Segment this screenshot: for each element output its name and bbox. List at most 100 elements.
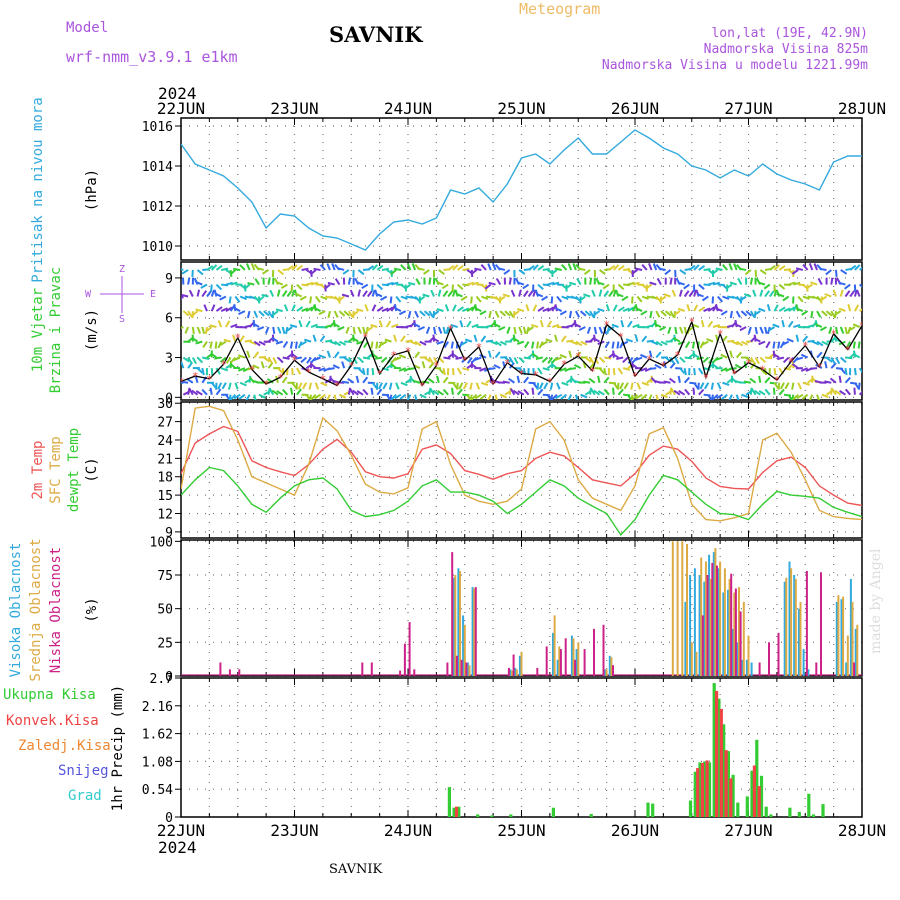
wind-barb xyxy=(551,281,560,286)
wind-speed-marker: * xyxy=(504,357,511,370)
wind-barb xyxy=(234,295,241,303)
wind-barb xyxy=(640,310,648,316)
wind-barb xyxy=(824,380,832,384)
cloud-bar xyxy=(518,655,521,676)
wind-barb xyxy=(233,393,241,400)
wind-barb xyxy=(428,310,434,318)
wind-barb xyxy=(291,368,294,376)
date-label-bottom: 27JUN xyxy=(724,821,772,840)
wind-barb xyxy=(758,375,762,383)
wind-barb xyxy=(632,281,640,286)
wind-barb xyxy=(743,293,752,298)
wind-barb xyxy=(436,340,444,345)
wind-barb xyxy=(674,357,680,365)
wind-barb xyxy=(589,310,595,318)
cloud-bar xyxy=(719,561,722,676)
wind-barb xyxy=(603,367,607,376)
wind-barb xyxy=(754,389,761,396)
wind-barb xyxy=(258,310,265,317)
wind-barb xyxy=(584,356,592,363)
wind-barb xyxy=(764,376,771,384)
wind-barb xyxy=(432,389,440,396)
wind-barb xyxy=(679,356,686,364)
wind-barb xyxy=(301,267,309,271)
wind-barb xyxy=(456,283,464,291)
wind-barb xyxy=(191,389,199,396)
wind-barb xyxy=(488,367,496,371)
wind-barb xyxy=(616,341,620,349)
cloud-bar xyxy=(559,649,562,676)
precip-ytick-label: 2.16 xyxy=(142,700,173,715)
wind-barb xyxy=(677,375,681,383)
wind-barb xyxy=(182,356,190,363)
wind-barb xyxy=(754,357,760,365)
wind-barb xyxy=(395,382,400,390)
wind-barb xyxy=(574,394,579,400)
cloud-bar xyxy=(693,568,696,676)
wind-barb xyxy=(229,269,237,276)
cloud-bar xyxy=(512,654,515,676)
wind-barb xyxy=(540,340,548,346)
wind-barb xyxy=(722,381,730,386)
wind-barb xyxy=(494,340,502,347)
wind-barb xyxy=(619,382,625,390)
wind-barb xyxy=(217,320,223,328)
wind-barb xyxy=(536,341,540,349)
wind-barb xyxy=(266,378,274,384)
wind-barb xyxy=(814,323,823,328)
precip-bar xyxy=(715,690,719,817)
wind-barb xyxy=(391,281,399,286)
wind-barb xyxy=(494,351,501,359)
wind-barb xyxy=(492,263,497,271)
wind-barb xyxy=(735,351,743,359)
cloud-bar xyxy=(361,662,364,676)
cloud-bar xyxy=(612,665,614,676)
wind-barb xyxy=(214,292,222,298)
pressure-ytick-label: 1012 xyxy=(142,200,173,215)
wind-barb xyxy=(750,388,757,396)
wind-barb xyxy=(332,322,340,328)
wind-barb xyxy=(349,289,355,297)
wind-barb xyxy=(296,264,304,271)
wind-barb xyxy=(772,323,780,328)
wind-barb xyxy=(428,361,435,369)
wind-barb xyxy=(522,283,530,290)
wind-barb xyxy=(219,295,227,301)
wind-barb xyxy=(535,356,543,360)
precip-bar xyxy=(731,774,735,817)
cloud-bar xyxy=(783,581,786,676)
cloud-bar xyxy=(511,670,513,676)
wind-barb xyxy=(655,310,661,318)
wind-barb xyxy=(326,350,331,358)
wind-barb xyxy=(351,337,359,343)
wind-barb xyxy=(313,393,322,400)
wind-barb xyxy=(182,310,190,317)
wind-barb xyxy=(229,356,237,364)
wind-speed-line xyxy=(181,319,862,387)
wind-barb xyxy=(772,353,780,359)
wind-barb xyxy=(845,356,853,360)
wind-barb xyxy=(828,326,833,334)
wind-barb xyxy=(559,353,567,359)
wind-barb xyxy=(220,307,229,313)
wind-barb xyxy=(296,306,304,312)
wind-barb xyxy=(627,281,635,286)
wind-barb xyxy=(258,340,266,346)
cloud-bar xyxy=(583,649,586,676)
wind-barb xyxy=(196,367,204,374)
wind-barb xyxy=(647,394,653,400)
pressure-units-label: (hPa) xyxy=(84,169,100,211)
precip-legend-item: Snijeg xyxy=(58,763,109,779)
wind-barb xyxy=(711,269,719,275)
wind-barb xyxy=(310,281,319,286)
wind-barb xyxy=(593,357,600,365)
wind-barb xyxy=(776,356,785,361)
wind-barb xyxy=(693,304,699,312)
wind-barb xyxy=(703,367,711,371)
wind-barb xyxy=(285,326,293,333)
wind-barb xyxy=(832,289,837,297)
wind-speed-marker: * xyxy=(731,367,738,380)
wind-barb xyxy=(271,389,279,396)
wind-barb xyxy=(824,361,828,369)
wind-barb xyxy=(291,304,296,312)
